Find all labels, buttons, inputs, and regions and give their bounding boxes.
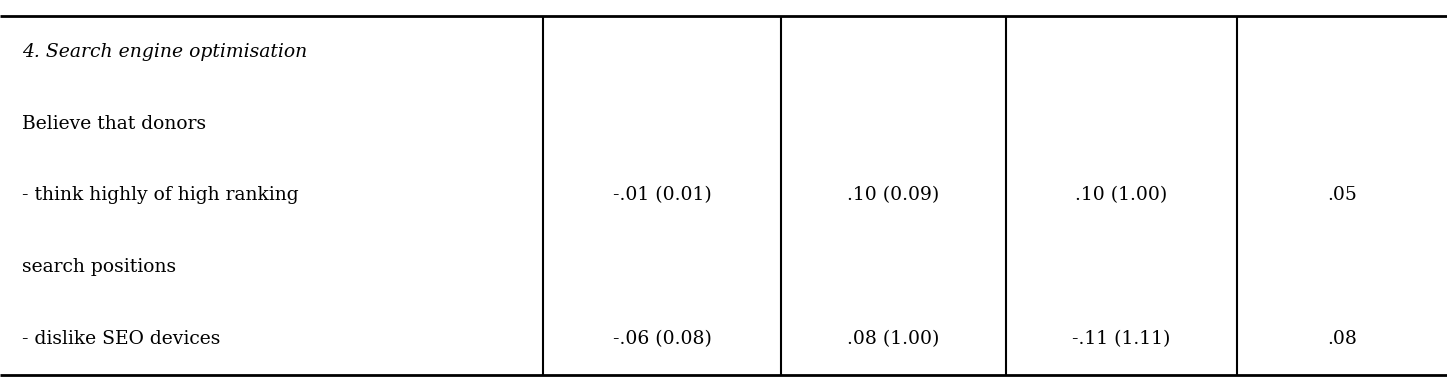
Text: Believe that donors: Believe that donors [22,115,205,133]
Text: - dislike SEO devices: - dislike SEO devices [22,330,220,348]
Text: -.01 (0.01): -.01 (0.01) [612,187,712,204]
Text: -.06 (0.08): -.06 (0.08) [612,330,712,348]
Text: .08 (1.00): .08 (1.00) [848,330,939,348]
Text: .05: .05 [1327,187,1357,204]
Text: .10 (0.09): .10 (0.09) [848,187,939,204]
Text: .08: .08 [1327,330,1357,348]
Text: 4. Search engine optimisation: 4. Search engine optimisation [22,43,307,61]
Text: -.11 (1.11): -.11 (1.11) [1072,330,1171,348]
Text: .10 (1.00): .10 (1.00) [1075,187,1168,204]
Text: search positions: search positions [22,258,177,276]
Text: - think highly of high ranking: - think highly of high ranking [22,187,298,204]
